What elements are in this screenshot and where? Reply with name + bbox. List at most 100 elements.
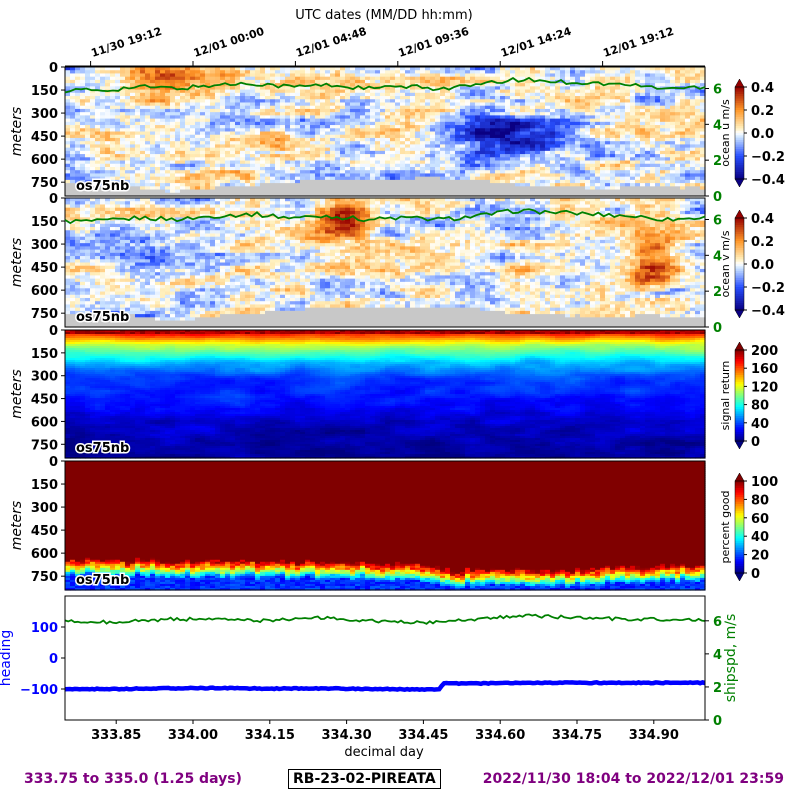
heatmap-cell [295, 131, 301, 136]
heatmap-cell [220, 102, 226, 107]
heatmap-cell [215, 166, 221, 171]
heatmap-cell [340, 186, 346, 191]
heatmap-cell [130, 189, 136, 194]
heatmap-cell [290, 70, 296, 75]
heatmap-cell [90, 173, 96, 178]
heatmap-cell [225, 183, 231, 187]
heatmap-cell [450, 141, 456, 145]
heatmap-cell [215, 70, 221, 75]
heatmap-cell [350, 128, 356, 133]
heatmap-cell [365, 134, 371, 139]
heatmap-cell [210, 170, 216, 175]
heatmap-cell [310, 92, 316, 97]
heatmap-cell [160, 73, 166, 78]
heatmap-cell [460, 115, 466, 120]
heatmap-cell [290, 92, 296, 97]
heatmap-cell [110, 83, 116, 87]
heatmap-cell [230, 157, 236, 162]
heatmap-cell [455, 170, 461, 175]
heatmap-cell [455, 99, 461, 104]
heatmap-cell [115, 76, 121, 81]
heatmap-cell [80, 121, 86, 126]
heatmap-cell [305, 89, 311, 94]
heatmap-cell [95, 86, 101, 91]
heatmap-cell [65, 125, 71, 129]
heatmap-cell [215, 105, 221, 110]
heatmap-cell [250, 96, 256, 100]
heatmap-cell [145, 192, 151, 197]
heatmap-cell [140, 99, 146, 104]
heatmap-cell [405, 115, 411, 120]
heatmap-cell [300, 179, 306, 184]
heatmap-cell [380, 73, 386, 78]
heatmap-cell [225, 144, 231, 149]
heatmap-cell [145, 157, 151, 162]
heatmap-cell [280, 125, 286, 129]
heatmap-cell [210, 160, 216, 165]
heatmap-cell [450, 170, 456, 175]
heatmap-cell [240, 70, 246, 75]
heatmap-cell [285, 183, 291, 187]
heatmap-cell [225, 118, 231, 123]
heatmap-cell [150, 108, 156, 113]
heatmap-cell [315, 102, 321, 107]
heatmap-cell [185, 112, 191, 116]
heatmap-cell [190, 141, 196, 145]
heatmap-cell [375, 76, 381, 81]
heatmap-cell [130, 67, 136, 71]
heatmap-cell [260, 96, 266, 100]
heatmap-cell [180, 79, 186, 84]
heatmap-cell [370, 102, 376, 107]
heatmap-cell [105, 192, 111, 197]
heatmap-cell [105, 79, 111, 84]
heatmap-cell [455, 186, 461, 191]
heatmap-cell [210, 189, 216, 194]
heatmap-cell [250, 189, 256, 194]
heatmap-cell [285, 134, 291, 139]
heatmap-cell [290, 186, 296, 191]
heatmap-cell [310, 163, 316, 168]
heatmap-cell [170, 157, 176, 162]
heatmap-cell [100, 144, 106, 149]
heatmap-cell [80, 92, 86, 97]
heatmap-cell [150, 173, 156, 178]
heatmap-cell [235, 89, 241, 94]
heatmap-cell [290, 99, 296, 104]
heatmap-cell [435, 131, 441, 136]
heatmap-cell [440, 128, 446, 133]
heatmap-cell [155, 137, 161, 142]
heatmap-cell [385, 170, 391, 175]
heatmap-cell [290, 160, 296, 165]
heatmap-cell [195, 83, 201, 87]
heatmap-cell [300, 112, 306, 116]
heatmap-cell [165, 105, 171, 110]
heatmap-cell [330, 118, 336, 123]
heatmap-cell [225, 115, 231, 120]
heatmap-cell [95, 118, 101, 123]
heatmap-cell [325, 118, 331, 123]
heatmap-cell [380, 108, 386, 113]
heatmap-cell [235, 134, 241, 139]
heatmap-cell [85, 131, 91, 136]
heatmap-cell [180, 144, 186, 149]
heatmap-cell [115, 189, 121, 194]
heatmap-cell [160, 170, 166, 175]
heatmap-cell [180, 179, 186, 184]
heatmap-cell [365, 154, 371, 158]
heatmap-cell [160, 179, 166, 184]
heatmap-cell [365, 118, 371, 123]
heatmap-cell [140, 134, 146, 139]
heatmap-cell [215, 99, 221, 104]
top-axis-tick-label: 12/01 00:00 [192, 25, 266, 60]
heatmap-cell [100, 147, 106, 152]
heatmap-cell [240, 147, 246, 152]
heatmap-cell [270, 70, 276, 75]
heatmap-cell [345, 112, 351, 116]
heatmap-cell [215, 176, 221, 181]
heatmap-cell [175, 137, 181, 142]
heatmap-cell [320, 96, 326, 100]
heatmap-cell [360, 183, 366, 187]
heatmap-cell [150, 96, 156, 100]
heatmap-cell [175, 76, 181, 81]
heatmap-cell [340, 89, 346, 94]
